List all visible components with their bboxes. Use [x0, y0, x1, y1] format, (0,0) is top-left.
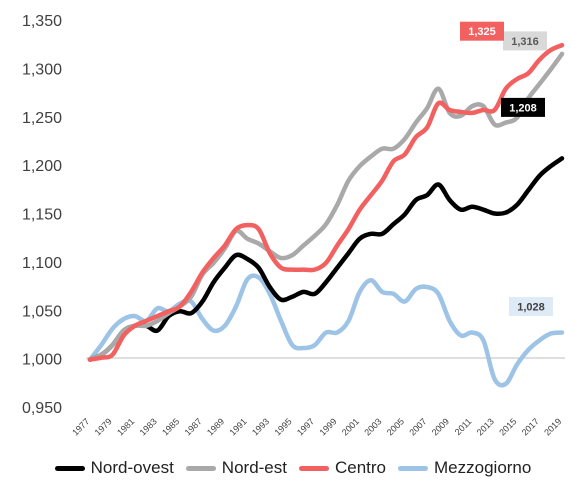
y-tick-label: 0,950 — [22, 400, 62, 417]
y-tick-label: 1,000 — [22, 352, 62, 369]
legend-item-centro: Centro — [298, 458, 387, 478]
end-label-box — [460, 21, 504, 41]
end-label-box — [501, 97, 545, 117]
legend-swatch — [185, 465, 216, 471]
end-label-value: 1,028 — [517, 302, 545, 314]
end-label-value: 1,325 — [468, 26, 496, 38]
legend-label: Nord-est — [221, 458, 287, 477]
y-tick-label: 1,100 — [22, 255, 62, 272]
series-line-centro — [87, 42, 565, 362]
end-label-value: 1,208 — [509, 102, 537, 114]
y-tick-label: 1,300 — [22, 61, 62, 78]
y-tick-label: 1,150 — [22, 207, 62, 224]
end-label-centro: 1,325 — [460, 21, 504, 41]
y-tick-label: 1,350 — [22, 13, 62, 30]
legend-label: Centro — [334, 458, 387, 477]
series-line-nord-ovest — [87, 156, 565, 362]
legend-label: Nord-ovest — [90, 458, 174, 477]
legend-swatch — [298, 465, 329, 471]
end-label-box — [503, 31, 547, 51]
legend-item-nord-ovest: Nord-ovest — [54, 458, 174, 478]
end-label-nord-est: 1,316 — [503, 31, 547, 51]
legend-item-mezzogiorno: Mezzogiorno — [398, 458, 531, 478]
legend-label: Mezzogiorno — [434, 458, 532, 477]
series-lines — [87, 42, 565, 388]
y-tick-label: 1,200 — [22, 158, 62, 175]
end-label-mezzogiorno: 1,028 — [509, 297, 553, 317]
end-label-nord-ovest: 1,208 — [501, 97, 545, 117]
end-label-value: 1,316 — [511, 36, 539, 48]
end-label-box — [509, 297, 553, 317]
legend-swatch — [398, 465, 429, 471]
legend-swatch — [54, 465, 85, 471]
end-value-labels: 1,208 1,316 1,325 1,028 — [460, 21, 553, 317]
y-tick-label: 1,050 — [22, 303, 62, 320]
y-tick-label: 1,250 — [22, 110, 62, 127]
chart-legend: Nord-ovest Nord-est Centro Mezzogiorno — [0, 456, 586, 480]
y-axis-tick-labels: 0,950 1,000 1,050 1,100 1,150 1,200 1,250 1,300… — [22, 13, 62, 417]
legend-item-nord-est: Nord-est — [185, 458, 287, 478]
